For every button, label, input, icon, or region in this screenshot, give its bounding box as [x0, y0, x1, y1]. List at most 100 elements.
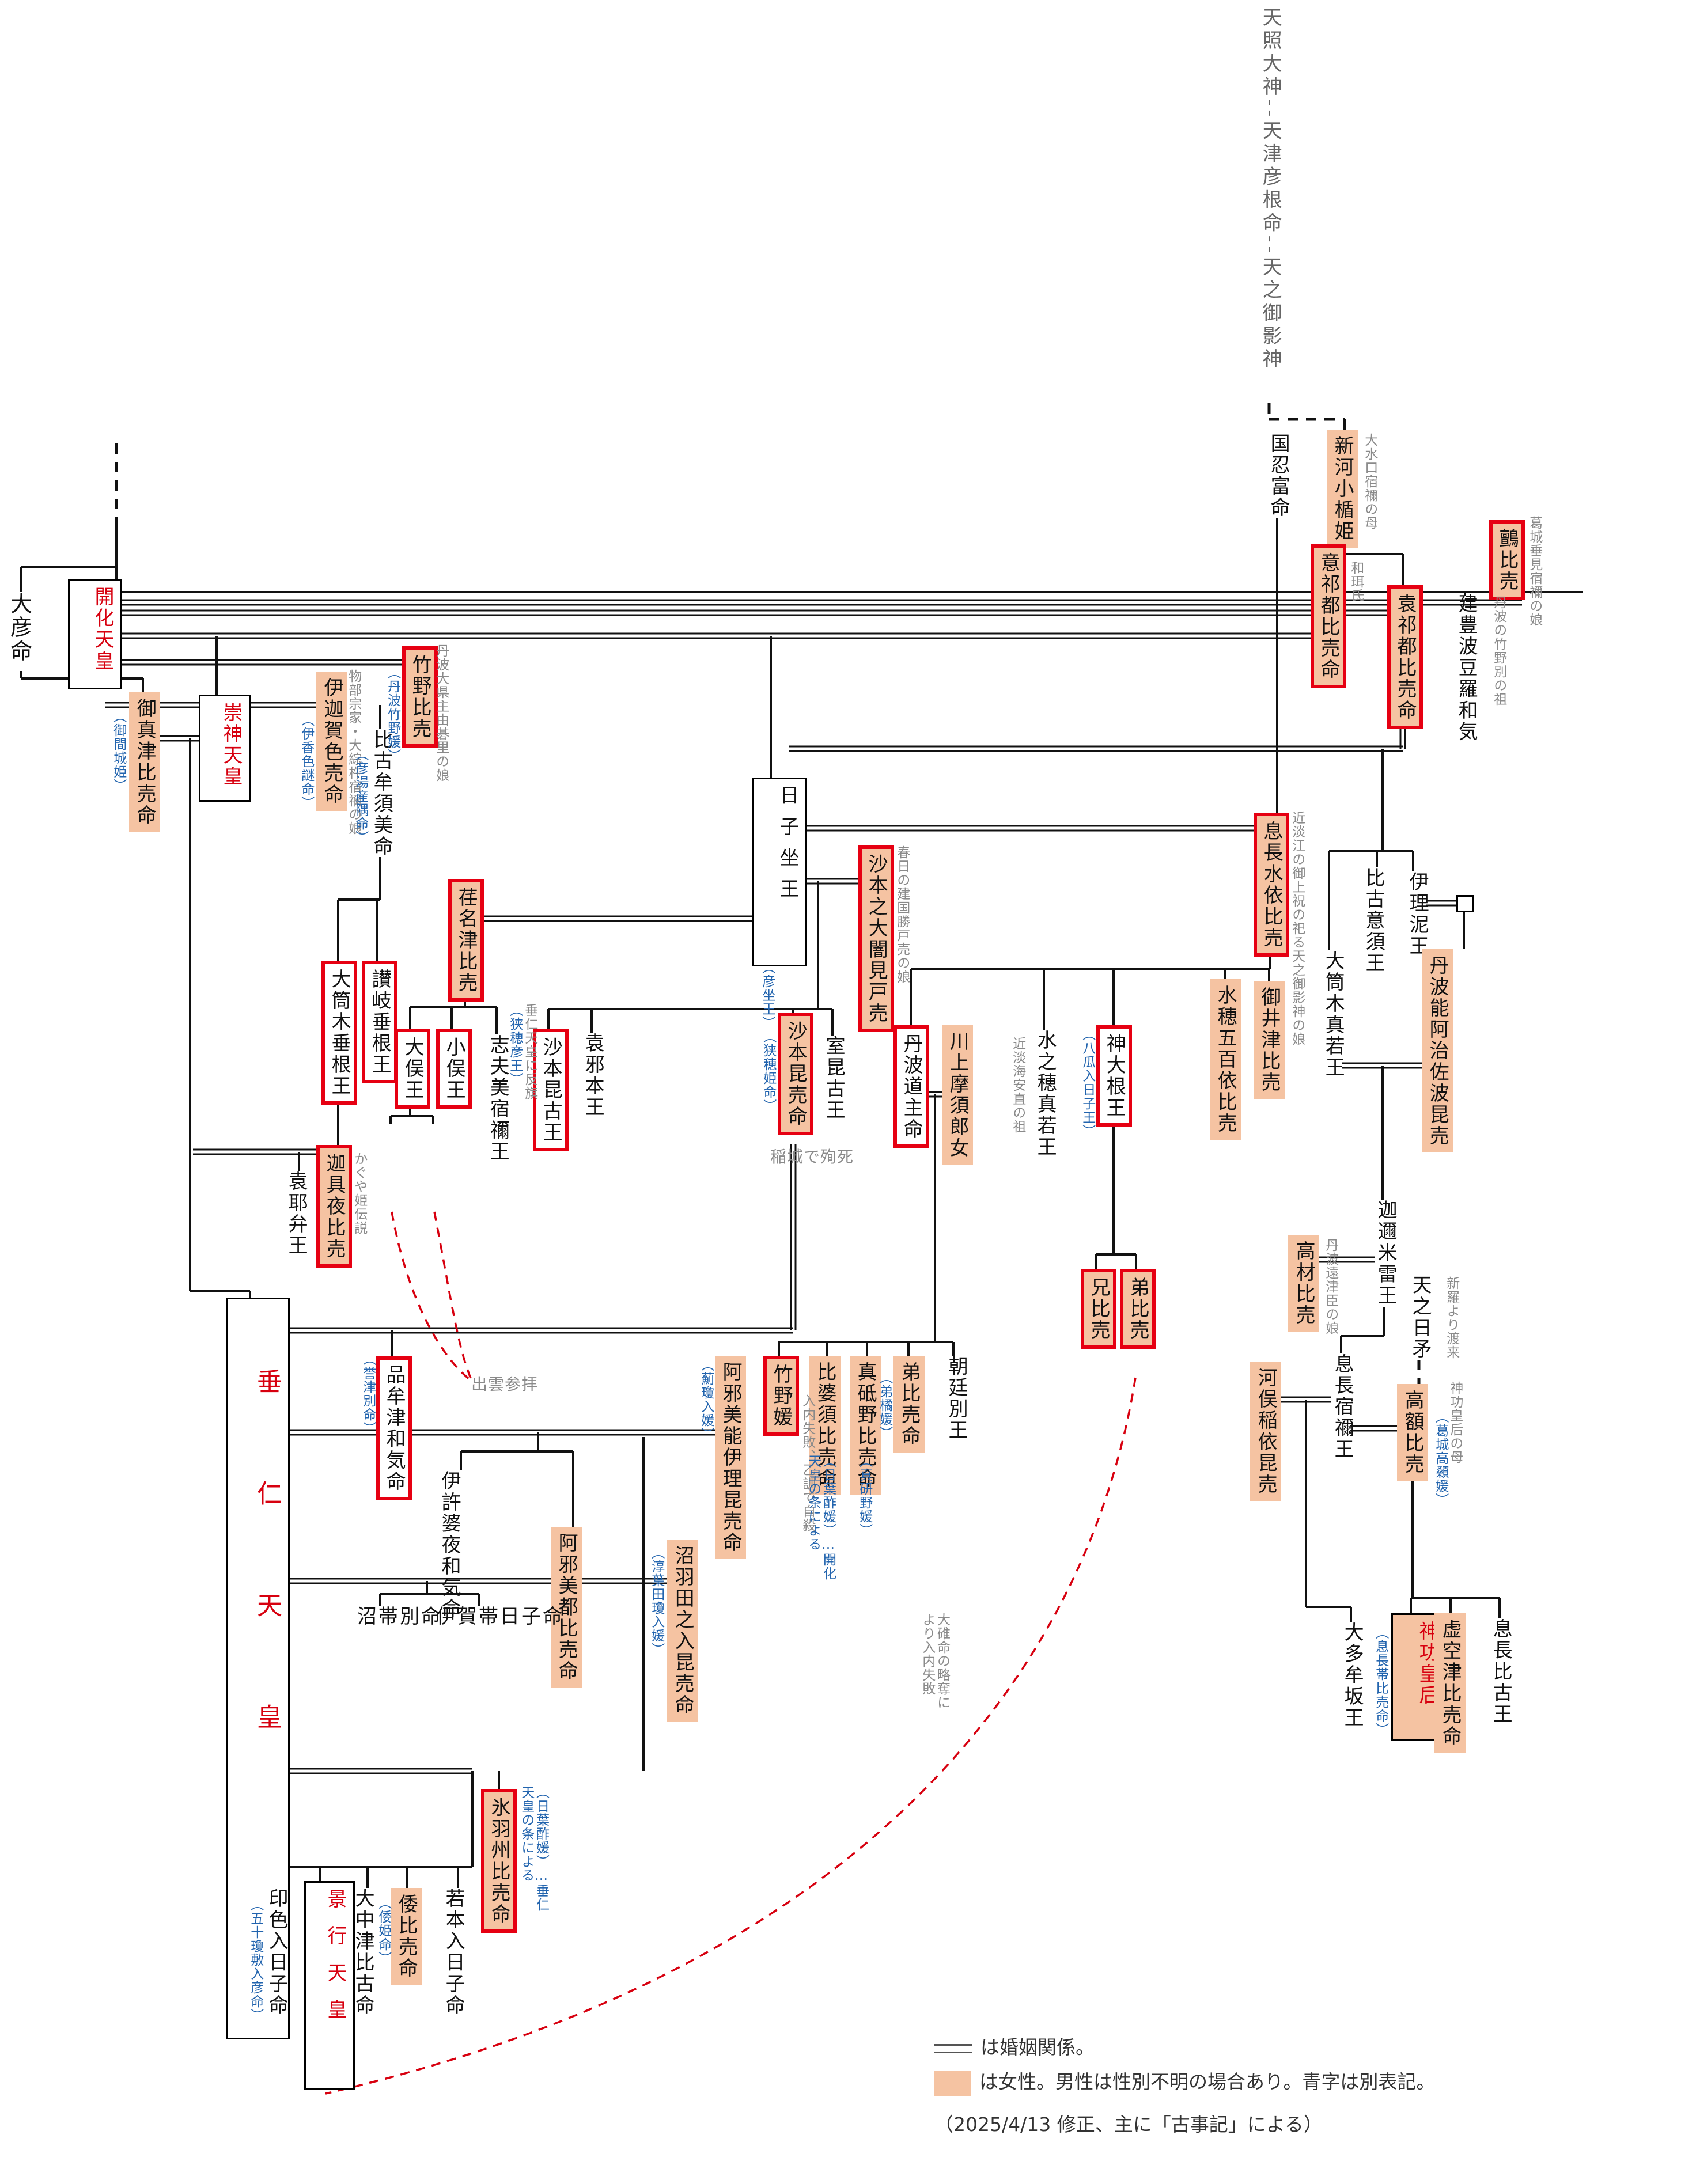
person-node-hibasu-hime: 比婆須比売命 — [809, 1356, 841, 1495]
person-node-takano-hime2: 竹野媛 — [763, 1356, 800, 1436]
annotation-1: 葛城垂見宿禰の娘 — [1527, 516, 1542, 627]
person-node-azami-tsuhime: 阿邪美都比売命 — [551, 1527, 582, 1688]
person-node-okinaga-mizuyori: 息長水依比売 — [1254, 813, 1290, 957]
person-node-okinaga-sukune: 息長宿禰王 — [1331, 1353, 1354, 1460]
person-node-taketoyo: 建豊波豆羅和気 — [1455, 593, 1478, 742]
person-node-otohime-r: 弟比売 — [1120, 1269, 1156, 1349]
annotation-10: （彦坐王） — [759, 961, 775, 1030]
person-node-niikawa-kotate: 新河小楯姫 — [1327, 430, 1358, 548]
person-node-ozahon: 袁邪本王 — [581, 1033, 605, 1118]
legend-source-note: （2025/4/13 修正、主に「古事記」による） — [934, 2113, 1323, 2136]
person-node-inishiki-iri: 印色入日子命 — [265, 1888, 289, 2016]
person-node-sahobiko: 沙本昆古王 — [533, 1029, 569, 1151]
red-dashed-relation-2 — [325, 1377, 1137, 2095]
annotation-16: 稲城で殉死 — [770, 1147, 854, 1166]
person-node-kawamata-inayori: 河俣稲依昆売 — [1250, 1362, 1282, 1501]
person-node-hikomusumi: 比古牟須美命 — [370, 729, 393, 857]
person-node-okinaga-hiko: 息長比古王 — [1489, 1618, 1513, 1725]
annotation-26: 出雲参拝 — [471, 1375, 539, 1394]
person-node-shifumi-sukune: 志夫美宿禰王 — [486, 1034, 510, 1162]
annotation-8: 丹波大県主由碁里の娘 — [433, 644, 449, 782]
person-node-hikoimasu: 日子坐王 — [752, 778, 807, 966]
person-node-obiko: 大彦命 — [6, 592, 32, 663]
red-dashed-relation-1 — [433, 1211, 475, 1385]
person-node-yamato-hime: 倭比売命 — [391, 1888, 422, 1985]
annotation-21: 新羅より渡来 — [1444, 1276, 1459, 1359]
person-node-enatsu-hime: 荏名津比売 — [448, 879, 484, 1002]
person-node-igatarashi-hiko: 伊賀帯日子命 — [436, 1605, 564, 1628]
person-node-ikobaya-wake: 伊許婆夜和気命 — [438, 1470, 461, 1620]
annotation-32: （弟橘媛） — [877, 1371, 892, 1440]
person-node-kaguya-hime: 迦具夜比売 — [316, 1145, 353, 1268]
annotation-14: 垂仁天皇に反旗 — [522, 1003, 537, 1100]
annotation-22: （葛城高顙媛） — [1433, 1410, 1448, 1507]
person-node-sahono-okurami: 沙本之大闇見戸売 — [858, 845, 895, 1032]
annotation-7: （丹波竹野媛） — [385, 666, 400, 763]
person-node-kamuone: 神大根王 — [1096, 1025, 1133, 1127]
annotation-15: （狭穂姫命） — [760, 1030, 776, 1113]
person-node-mizunoho-mawaka: 水之穂真若王 — [1033, 1030, 1057, 1158]
annotation-23: 神功皇后の母 — [1447, 1381, 1463, 1464]
person-node-chain-amaterasu: 天照大神--天津彦根命--天之御影神 — [1259, 7, 1282, 372]
person-node-sujin-tenno: 崇神天皇 — [199, 695, 251, 802]
person-node-otohime-mei: 弟比売命 — [893, 1356, 925, 1453]
person-node-miitsu-hime: 御井津比売 — [1254, 981, 1285, 1099]
annotation-19: 近淡江の御上祝の祀る天之御影神の娘 — [1289, 811, 1305, 1046]
person-node-matono-hime: 真砥野比売命 — [850, 1356, 881, 1495]
person-node-washihime: 鸇比売 — [1489, 520, 1525, 600]
red-dashed-relation-0 — [391, 1211, 470, 1380]
annotation-3: 和珥氏 — [1348, 561, 1364, 602]
person-node-sahobime: 沙本昆売命 — [778, 1013, 814, 1135]
annotation-29: 入内失敗、乙訓で自殺 — [800, 1394, 815, 1532]
person-node-okitsu-hime: 意祁都比売命 — [1311, 544, 1347, 688]
annotation-20: 丹波遠津臣の娘 — [1323, 1238, 1338, 1335]
person-node-otamusaka: 大多牟坂王 — [1341, 1622, 1364, 1728]
annotation-34: （日葉酢媛）…垂仁 天皇の条による — [518, 1785, 549, 1912]
annotation-33: 大碓命の略奪に より入内失敗 — [919, 1613, 950, 1709]
person-node-sanuki-tarine: 讃岐垂根王 — [362, 961, 398, 1083]
annotation-36: （倭姫命） — [376, 1896, 391, 1965]
person-node-oketsu-hime: 袁祁都比売命 — [1387, 585, 1423, 729]
person-node-nutarashi-wake: 沼帯別命 — [357, 1605, 442, 1628]
annotation-28: （淳葉田瓊入媛） — [649, 1546, 664, 1656]
person-node-amenohiboko: 天之日矛 — [1409, 1275, 1432, 1360]
person-node-otsutsuki-mawaka: 大筒木真若王 — [1322, 950, 1345, 1078]
annotation-24: （息長帯比売命） — [1373, 1626, 1388, 1736]
person-node-kanime-ikazuchi: 迦邇米雷王 — [1374, 1200, 1398, 1306]
person-node-unknown-square — [1456, 895, 1474, 912]
person-node-tanba-michinushi: 丹波道主命 — [893, 1025, 930, 1148]
person-node-kaika-tenno: 開化天皇 — [68, 579, 122, 689]
person-node-wakamoto-iri: 若本入日子命 — [442, 1888, 465, 2016]
person-node-ikagashiko: 伊迦賀色売命 — [316, 672, 348, 811]
annotation-0: 大水口宿禰の母 — [1362, 433, 1377, 530]
legend-female-label: は女性。男性は性別不明の場合あり。青字は別表記。 — [979, 2071, 1436, 2093]
annotation-31: （真研野媛） — [857, 1454, 872, 1537]
person-node-omata: 大俣王 — [395, 1029, 431, 1109]
annotation-2: 丹波の竹野別の祖 — [1491, 596, 1506, 706]
person-node-onakatsu-hiko: 大中津比古命 — [351, 1888, 375, 2016]
person-node-mikado-wake: 朝廷別王 — [945, 1356, 968, 1441]
annotation-11: 春日の建国勝戸売の娘 — [894, 845, 910, 984]
legend-female-row: は女性。男性は性別不明の場合あり。青字は別表記。 — [934, 2067, 1435, 2096]
person-node-irine: 伊理泥王 — [1406, 871, 1429, 957]
person-node-hibasu-hime2: 氷羽州比売命 — [481, 1789, 517, 1933]
person-node-mimatsu-hime: 御真津比売命 — [129, 692, 161, 832]
annotation-4: （御間城姫） — [111, 710, 126, 793]
person-node-mizuho-ioyori: 水穂五百依比売 — [1210, 979, 1241, 1140]
person-node-homutsu-wake: 品牟津和気命 — [376, 1356, 412, 1500]
legend-marriage-row: は婚姻関係。 — [934, 2032, 1095, 2060]
female-color-swatch-icon — [934, 2070, 971, 2096]
annotation-6: 物部宗家・大綜杵宿禰の娘 — [346, 669, 361, 835]
person-node-otsutsuki-tarine: 大筒木垂根王 — [321, 961, 358, 1105]
legend-marriage-label: は婚姻関係。 — [980, 2036, 1095, 2058]
person-node-ehime: 兄比売 — [1081, 1269, 1117, 1349]
annotation-25: （誉津別命） — [360, 1352, 376, 1435]
person-node-komata: 小俣王 — [436, 1029, 472, 1109]
annotation-35: （五十瓊敷入彦命） — [248, 1898, 263, 2022]
person-node-oyabe: 袁耶弁王 — [285, 1171, 308, 1256]
person-node-hikoosu: 比古意須王 — [1362, 867, 1385, 974]
person-node-murobiko: 室昆古王 — [822, 1036, 846, 1121]
person-node-nubatano-irihime: 沼羽田之入昆売命 — [667, 1540, 699, 1722]
person-node-kawakami-masu: 川上摩須郎女 — [942, 1025, 974, 1165]
